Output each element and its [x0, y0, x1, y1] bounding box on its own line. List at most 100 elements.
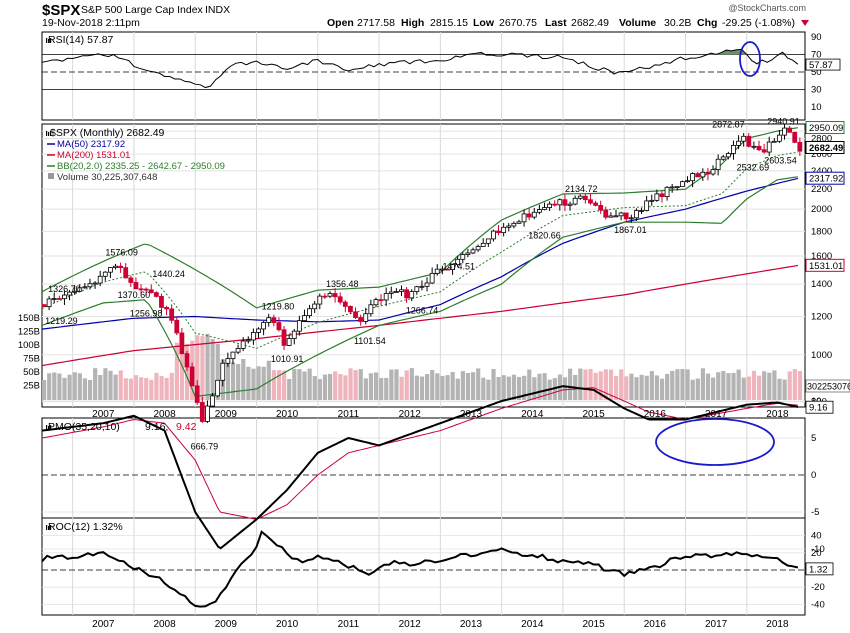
volume-bar — [506, 376, 511, 400]
candle-body — [92, 282, 98, 285]
x-tick-label-2011: 2011 — [338, 409, 360, 420]
candle-body — [582, 195, 588, 201]
volume-bar — [82, 378, 88, 400]
price-annotation-1474.51: 1474.51 — [442, 262, 475, 272]
candle-body — [393, 291, 399, 293]
price-label-ma200: 1531.01 — [809, 261, 843, 272]
rsi-tick-50: 50 — [811, 67, 822, 78]
candle-body — [792, 131, 798, 143]
volume-bars — [42, 333, 803, 400]
volume-bar — [797, 370, 803, 400]
candle-body — [562, 199, 568, 206]
candle-body — [245, 339, 251, 342]
volume-bar — [665, 373, 670, 400]
volume-bar — [762, 371, 767, 400]
legend-ma200: MA(200) 1531.01 — [57, 150, 130, 161]
volume-bar — [230, 362, 236, 400]
index-name: S&P 500 Large Cap Index — [81, 4, 204, 16]
volume-bar — [568, 368, 573, 400]
candle-body — [337, 296, 343, 303]
price-tick-1400: 1400 — [811, 279, 832, 290]
candle-body — [138, 288, 144, 291]
candle-body — [271, 317, 277, 324]
volume-bar — [465, 372, 471, 400]
price-annotation-1576.09: 1576.09 — [105, 248, 138, 258]
candle-body — [184, 353, 190, 368]
roc-series — [41, 530, 799, 608]
volume-bar — [179, 339, 185, 400]
x-tick-label-bottom-2012: 2012 — [399, 619, 422, 630]
candle-body — [82, 286, 88, 289]
candle-body — [725, 153, 731, 158]
x-tick-label-2008: 2008 — [153, 409, 176, 420]
volume-bar — [169, 372, 174, 400]
volume-bar — [57, 373, 62, 400]
candle-body — [67, 291, 72, 296]
volume-bar — [460, 371, 465, 400]
candle-body — [353, 311, 358, 318]
price-tick-1800: 1800 — [811, 226, 832, 237]
price-tick-1000: 1000 — [811, 350, 832, 361]
candle-body — [623, 212, 629, 220]
rsi-series — [41, 48, 799, 89]
price-annotation-1370.60: 1370.60 — [118, 290, 151, 300]
bb-lower-line — [41, 176, 798, 398]
candle-body — [536, 209, 542, 213]
rsi-current-label: 57.87 — [809, 60, 833, 71]
bb-middle-line — [41, 151, 798, 349]
volume-bar — [52, 372, 57, 400]
legend-volume: Volume 30,225,307,648 — [57, 172, 157, 183]
roc-legend: ROC(12) 1.32% — [48, 521, 123, 533]
volume-bar — [455, 378, 460, 400]
candle-body — [690, 173, 696, 182]
price-annotation-1440.24: 1440.24 — [152, 269, 185, 279]
rsi-tick-70: 70 — [811, 49, 822, 60]
pmo-legend-signal: 9.42 — [176, 421, 197, 433]
volume-bar — [164, 377, 169, 400]
price-annotation-2603.54: 2603.54 — [764, 155, 797, 165]
pmo-tick-5: 5 — [811, 433, 816, 444]
volume-bar — [430, 369, 435, 400]
candle-body — [281, 329, 287, 346]
x-tick-label-2015: 2015 — [582, 409, 605, 420]
volume-bar — [425, 374, 430, 400]
candle-body — [782, 127, 787, 136]
candle-body — [409, 291, 415, 299]
x-tick-label-2016: 2016 — [644, 409, 667, 420]
volume-bar — [282, 370, 287, 400]
volume-bar — [93, 368, 98, 400]
price-annotation-1356.48: 1356.48 — [326, 279, 359, 289]
volume-bar — [527, 369, 532, 400]
volume-bar — [236, 364, 241, 400]
volume-bar — [756, 375, 762, 400]
volume-bar — [476, 368, 481, 400]
candle-body — [685, 180, 690, 183]
volume-bar — [251, 368, 256, 400]
candle-body — [669, 186, 675, 189]
volume-bar — [583, 369, 588, 400]
candle-body — [169, 308, 175, 321]
candle-body — [588, 199, 593, 204]
candle-body — [215, 379, 221, 397]
volume-bar — [414, 375, 420, 400]
volume-bar — [613, 376, 619, 400]
volume-bar — [210, 339, 215, 400]
candle-body — [501, 226, 507, 234]
volume-bar — [128, 378, 134, 400]
legend-bars-icon — [48, 426, 50, 430]
volume-bar — [338, 374, 343, 400]
candle-body — [256, 328, 261, 333]
price-annotation-1326.70: 1326.70 — [48, 284, 81, 294]
candle-body — [700, 171, 706, 178]
volume-bar — [343, 375, 348, 400]
volume-bar — [445, 375, 450, 400]
candle-body — [731, 145, 736, 154]
candle-body — [766, 141, 772, 153]
pmo-current-box — [805, 400, 834, 414]
volume-bar — [322, 374, 328, 400]
volume-bar — [532, 377, 537, 400]
candle-body — [445, 268, 450, 271]
legend-bars-icon — [50, 525, 52, 530]
volume-bar — [276, 370, 282, 400]
volume-bar — [292, 368, 297, 400]
